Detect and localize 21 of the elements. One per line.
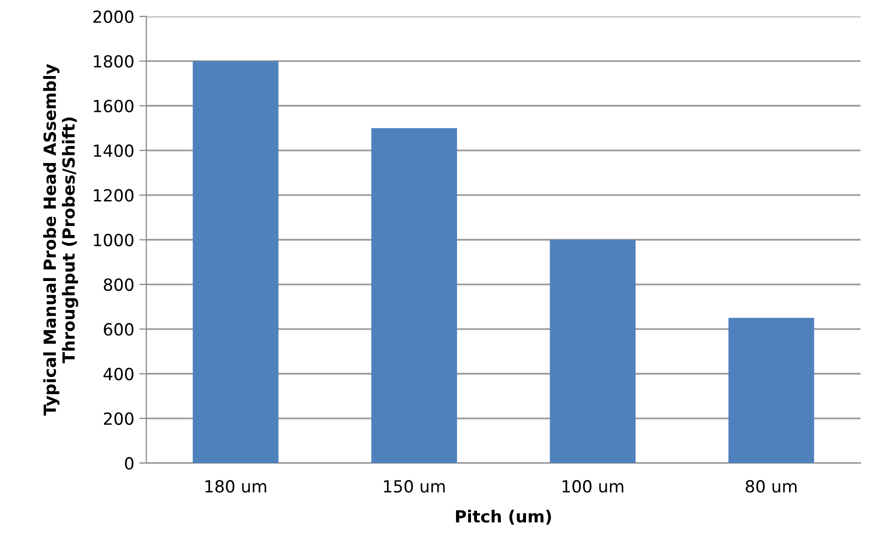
y-tick-label: 1000: [94, 234, 134, 246]
y-tick-label: 1600: [94, 100, 134, 112]
bar: [728, 318, 814, 464]
y-tick-label: 2000: [93, 10, 134, 24]
y-tick-label: 200: [104, 412, 134, 425]
x-tick-label: 100 um: [562, 480, 624, 493]
bar: [192, 61, 278, 464]
y-tick-label: 400: [104, 368, 134, 380]
y-axis-title: Typical Manual Probe Head ASsembly Throughput (Probes/Shift): [43, 64, 78, 416]
x-tick-label: 80 um: [746, 480, 797, 493]
y-tick-label: 1400: [94, 144, 134, 157]
x-axis-title: Pitch (um): [456, 510, 551, 525]
y-tick-label: 600: [104, 323, 134, 336]
y-tick-label: 0: [125, 457, 134, 470]
x-tick-label: 150 um: [384, 480, 445, 493]
y-tick-label: 1800: [94, 55, 134, 68]
bar: [550, 240, 636, 464]
y-tick-label: 1200: [94, 189, 134, 202]
x-tick-label: 180 um: [205, 480, 266, 493]
bar: [371, 128, 458, 464]
y-tick-label: 800: [104, 278, 134, 291]
